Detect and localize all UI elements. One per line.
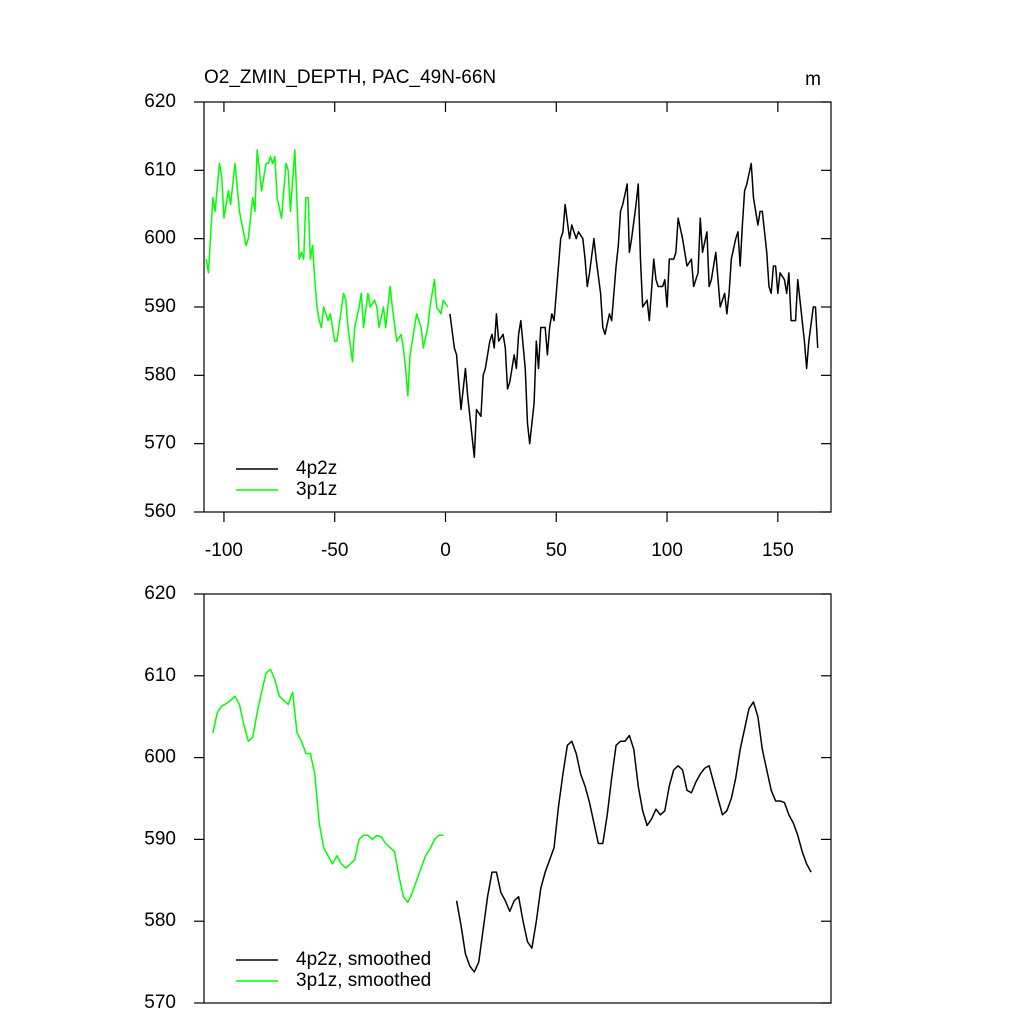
y-tick-label: 610 [144, 159, 176, 180]
y-tick-label: 570 [144, 992, 176, 1013]
y-tick-label: 580 [144, 910, 176, 931]
legend-label: 3p1z [296, 479, 337, 500]
legend-label: 3p1z, smoothed [296, 970, 431, 991]
series-line [455, 701, 812, 973]
series-line [205, 149, 449, 397]
y-tick-label: 580 [144, 364, 176, 385]
y-tick-label: 590 [144, 828, 176, 849]
y-tick-label: 620 [144, 91, 176, 112]
series-line [449, 162, 819, 459]
legend-label: 4p2z [296, 458, 337, 479]
plot-frame [203, 593, 832, 1004]
x-tick-label: -100 [205, 540, 243, 561]
y-tick-label: 600 [144, 228, 176, 249]
x-tick-label: 100 [651, 540, 683, 561]
y-tick-label: 560 [144, 501, 176, 522]
x-tick-label: -50 [321, 540, 348, 561]
x-tick-label: 0 [440, 540, 451, 561]
units-label: m [805, 69, 821, 90]
x-tick-label: 150 [762, 540, 794, 561]
y-tick-label: 570 [144, 433, 176, 454]
legend-label: 4p2z, smoothed [296, 949, 431, 970]
y-tick-label: 620 [144, 583, 176, 604]
plot-frame [203, 101, 832, 513]
y-tick-label: 600 [144, 747, 176, 768]
y-tick-label: 610 [144, 665, 176, 686]
series-line [212, 668, 444, 904]
chart-title: O2_ZMIN_DEPTH, PAC_49N-66N [204, 67, 496, 88]
y-tick-label: 590 [144, 296, 176, 317]
x-tick-label: 50 [546, 540, 567, 561]
